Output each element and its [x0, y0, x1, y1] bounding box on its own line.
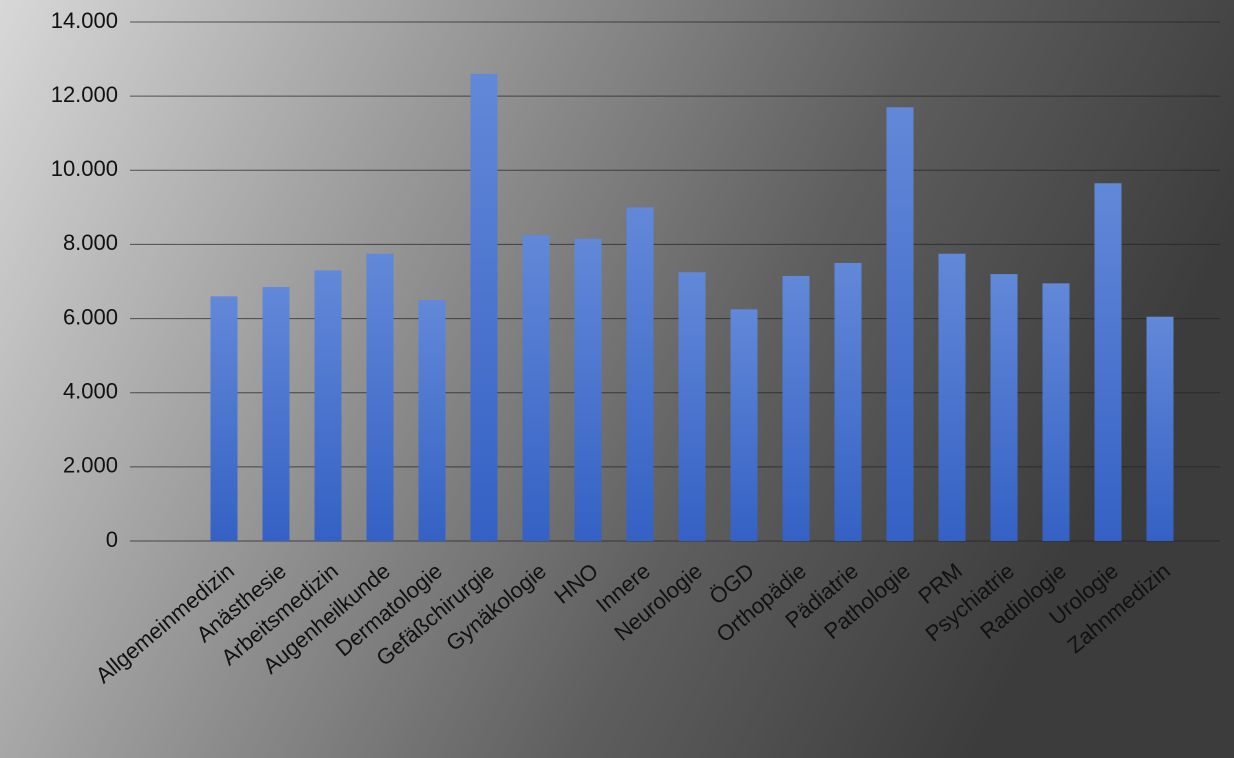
- bar: [1094, 183, 1122, 541]
- bar: [574, 238, 602, 541]
- bar: [418, 300, 446, 541]
- bar: [678, 272, 706, 541]
- y-tick-label: 14.000: [51, 8, 118, 33]
- bar: [834, 262, 862, 541]
- bar: [470, 73, 498, 542]
- y-tick-label: 2.000: [63, 453, 118, 478]
- y-tick-label: 4.000: [63, 379, 118, 404]
- bar: [938, 253, 966, 542]
- y-tick-label: 0: [106, 527, 118, 552]
- y-tick-label: 6.000: [63, 304, 118, 329]
- bar: [782, 275, 810, 541]
- bar: [210, 296, 238, 541]
- bar: [262, 287, 290, 541]
- bar: [314, 270, 342, 541]
- y-tick-label: 8.000: [63, 230, 118, 255]
- bar: [1042, 283, 1070, 541]
- bar: [886, 107, 914, 541]
- y-tick-label: 10.000: [51, 156, 118, 181]
- bar: [626, 207, 654, 541]
- bar: [522, 235, 550, 542]
- bar: [730, 309, 758, 541]
- bar: [366, 253, 394, 542]
- bar: [1146, 316, 1174, 541]
- y-tick-label: 12.000: [51, 82, 118, 107]
- bar: [990, 274, 1018, 541]
